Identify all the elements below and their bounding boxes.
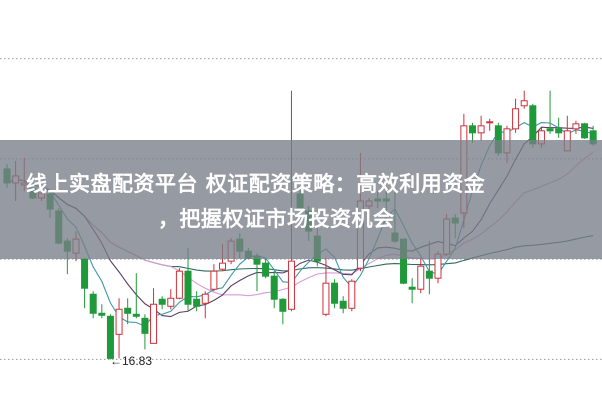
candle-body xyxy=(167,297,175,307)
candle xyxy=(512,98,520,133)
candle xyxy=(486,118,494,131)
title-line-1: 线上实盘配资平台 权证配资策略：高效利用资金 xyxy=(26,172,486,196)
candle-body xyxy=(158,298,166,305)
candle-body xyxy=(262,262,270,277)
candle xyxy=(175,268,183,300)
candle-body xyxy=(425,270,433,279)
candle xyxy=(279,298,287,325)
candle xyxy=(81,258,89,309)
candle-body xyxy=(572,123,580,130)
candle-body xyxy=(546,128,554,132)
candle-body xyxy=(184,270,192,305)
candle xyxy=(348,279,356,312)
candle xyxy=(408,278,416,304)
candle-body xyxy=(331,282,339,304)
candle-body xyxy=(150,303,158,344)
candle-body xyxy=(287,260,295,310)
candle-body xyxy=(210,270,218,290)
candle-body xyxy=(106,315,114,359)
candle xyxy=(201,291,209,319)
candle-body xyxy=(512,108,520,130)
candle-body xyxy=(89,293,97,314)
candle xyxy=(124,298,132,325)
candle-body xyxy=(408,286,416,290)
candle-body xyxy=(322,282,330,315)
candle-body xyxy=(279,298,287,312)
candle-body xyxy=(81,258,89,289)
candle xyxy=(339,296,347,314)
candle xyxy=(322,258,330,317)
candle xyxy=(331,279,339,309)
candle xyxy=(132,273,140,319)
candle xyxy=(262,258,270,279)
candle-body xyxy=(201,293,209,304)
candle-body xyxy=(486,121,494,124)
candle xyxy=(158,296,166,310)
candle xyxy=(115,298,123,359)
title-line-2: ，把握权证市场投资机会 xyxy=(158,207,395,231)
candle xyxy=(141,314,149,350)
candle-body xyxy=(520,100,528,107)
candle-body xyxy=(141,317,149,334)
candle xyxy=(89,291,97,319)
candle xyxy=(167,289,175,310)
candle xyxy=(193,291,201,312)
candle-body xyxy=(175,270,183,299)
candle-body xyxy=(124,307,132,314)
candle xyxy=(477,115,485,141)
candle-body xyxy=(219,262,226,270)
title-banner: 线上实盘配资平台 权证配资策略：高效利用资金 ，把握权证市场投资机会 xyxy=(0,140,602,259)
candle xyxy=(520,90,528,109)
candle-body xyxy=(193,298,201,307)
candle-body xyxy=(270,275,278,300)
candle xyxy=(468,122,476,143)
candle xyxy=(270,271,278,309)
candle-body xyxy=(115,308,123,335)
candle-body xyxy=(132,313,140,317)
candle xyxy=(98,304,106,319)
candle xyxy=(417,258,425,294)
candle-body xyxy=(468,125,476,134)
candle-body xyxy=(417,265,425,290)
candle-body xyxy=(348,280,356,309)
candle-body xyxy=(529,105,537,145)
candle xyxy=(210,264,218,292)
candle xyxy=(106,314,114,360)
candle xyxy=(581,122,589,139)
candle-body xyxy=(339,300,347,309)
candle xyxy=(555,117,563,138)
candle-body xyxy=(477,125,485,134)
candle xyxy=(572,120,580,134)
candle xyxy=(546,90,554,134)
candle xyxy=(150,288,158,344)
low-price-annotation: ←16.83 xyxy=(110,354,153,368)
candle-body xyxy=(581,123,589,139)
candle-body xyxy=(555,128,563,134)
candle-body xyxy=(98,312,106,316)
